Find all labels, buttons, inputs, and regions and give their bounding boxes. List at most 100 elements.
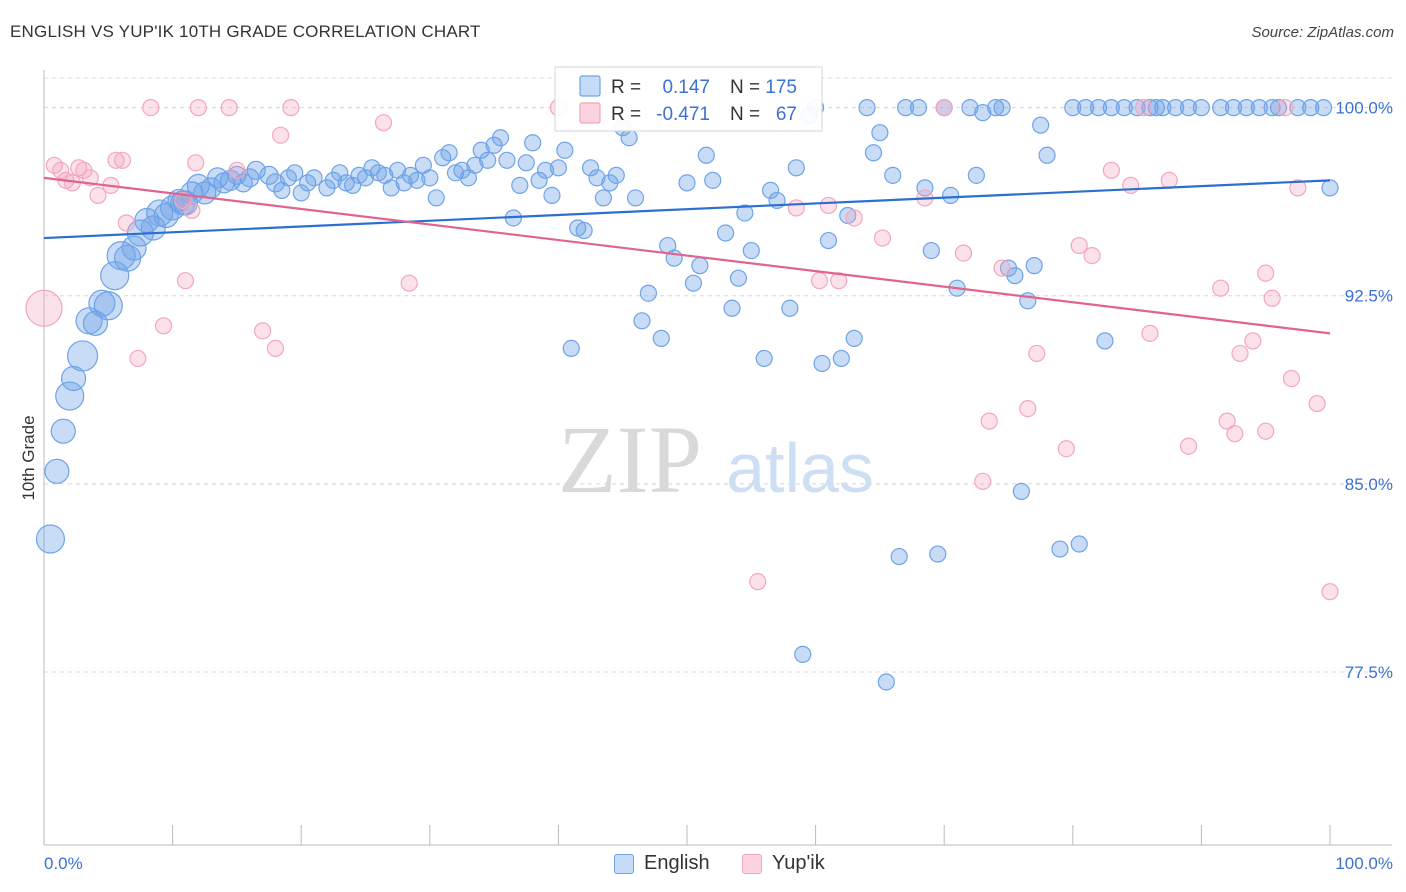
point-english (787, 159, 805, 177)
stats-swatch-yupik (579, 102, 601, 124)
point-yupik (1057, 440, 1075, 458)
point-yupik (810, 272, 829, 290)
point-english (121, 235, 147, 261)
point-english (832, 349, 850, 368)
point-english (305, 169, 323, 187)
point-english (356, 169, 375, 187)
point-english (1154, 99, 1172, 117)
point-yupik (1102, 161, 1120, 179)
legend-swatch-yupik (742, 853, 762, 874)
point-english (897, 99, 915, 117)
point-yupik (1179, 437, 1198, 455)
point-english (974, 104, 992, 122)
point-yupik (993, 259, 1011, 277)
point-yupik (830, 272, 848, 290)
point-english (1224, 99, 1243, 117)
point-yupik (1263, 289, 1281, 307)
point-english (819, 231, 838, 250)
point-english (704, 171, 722, 189)
point-english (581, 159, 600, 177)
point-yupik (189, 99, 207, 117)
point-english (691, 257, 709, 275)
point-english (755, 349, 773, 368)
y-tick-label: 100.0% (1335, 99, 1393, 118)
point-english (1025, 257, 1043, 275)
point-yupik (1141, 324, 1159, 342)
point-english (530, 171, 548, 189)
point-english (55, 381, 85, 411)
point-english (1077, 99, 1095, 117)
point-english (66, 340, 99, 372)
point-english (639, 284, 658, 302)
point-yupik (1083, 246, 1101, 265)
point-english (1321, 179, 1339, 197)
point-english (50, 418, 76, 444)
point-english (511, 176, 529, 194)
point-yupik (187, 154, 205, 172)
point-english (219, 169, 242, 191)
stats-r-label: R = (611, 104, 641, 125)
stats-n-value-english: 175 (765, 77, 797, 98)
point-yupik (935, 99, 953, 117)
y-axis-label: 10th Grade (19, 415, 38, 500)
point-english (246, 160, 266, 180)
point-yupik (1019, 399, 1037, 418)
legend-item-english[interactable]: English (614, 852, 710, 875)
point-english (479, 151, 497, 169)
point-yupik (1276, 99, 1294, 117)
point-english (1102, 99, 1120, 117)
point-english (1115, 99, 1133, 117)
point-english (286, 164, 304, 182)
point-english (967, 166, 985, 184)
point-yupik (272, 126, 290, 144)
point-yupik (52, 161, 70, 179)
point-english (909, 99, 928, 117)
point-english (1128, 99, 1146, 117)
point-yupik (81, 169, 99, 187)
point-yupik (1308, 394, 1326, 413)
y-tick-label: 85.0% (1345, 475, 1393, 494)
point-english (742, 241, 760, 260)
point-english (697, 146, 715, 164)
legend-label-english: English (644, 852, 710, 874)
point-english (556, 141, 574, 159)
point-english (427, 189, 445, 207)
point-english (864, 144, 883, 162)
point-english (543, 186, 561, 205)
point-yupik (1028, 344, 1046, 363)
point-english (942, 186, 960, 205)
legend-item-yupik[interactable]: Yup'ik (742, 852, 825, 875)
stats-r-label: R = (611, 77, 641, 98)
point-english (292, 184, 310, 202)
point-english (987, 99, 1005, 117)
point-yupik (228, 161, 246, 179)
point-english (491, 129, 510, 147)
stats-n-value-yupik: 67 (776, 104, 797, 125)
point-english (44, 458, 70, 484)
chart-title: ENGLISH VS YUP'IK 10TH GRADE CORRELATION… (10, 22, 481, 41)
point-english (440, 144, 458, 162)
stats-n-label: N = (730, 104, 760, 125)
point-english (1250, 99, 1268, 117)
stats-swatch-english (579, 75, 601, 97)
point-yupik (1226, 425, 1244, 443)
point-english (877, 673, 895, 691)
point-english (929, 545, 947, 563)
point-english (626, 189, 645, 207)
point-english (678, 174, 696, 192)
x-tick-label-min: 0.0% (44, 854, 83, 873)
point-english (1006, 267, 1024, 285)
point-english (498, 151, 516, 169)
point-english (813, 354, 831, 373)
point-english (723, 299, 741, 317)
point-english (858, 99, 876, 117)
point-english (736, 204, 754, 222)
point-english (562, 339, 580, 357)
point-english (961, 99, 979, 117)
point-english (729, 269, 748, 287)
point-english (344, 176, 362, 194)
point-yupik (1122, 176, 1140, 194)
point-english (993, 99, 1011, 117)
point-yupik (1134, 99, 1153, 117)
